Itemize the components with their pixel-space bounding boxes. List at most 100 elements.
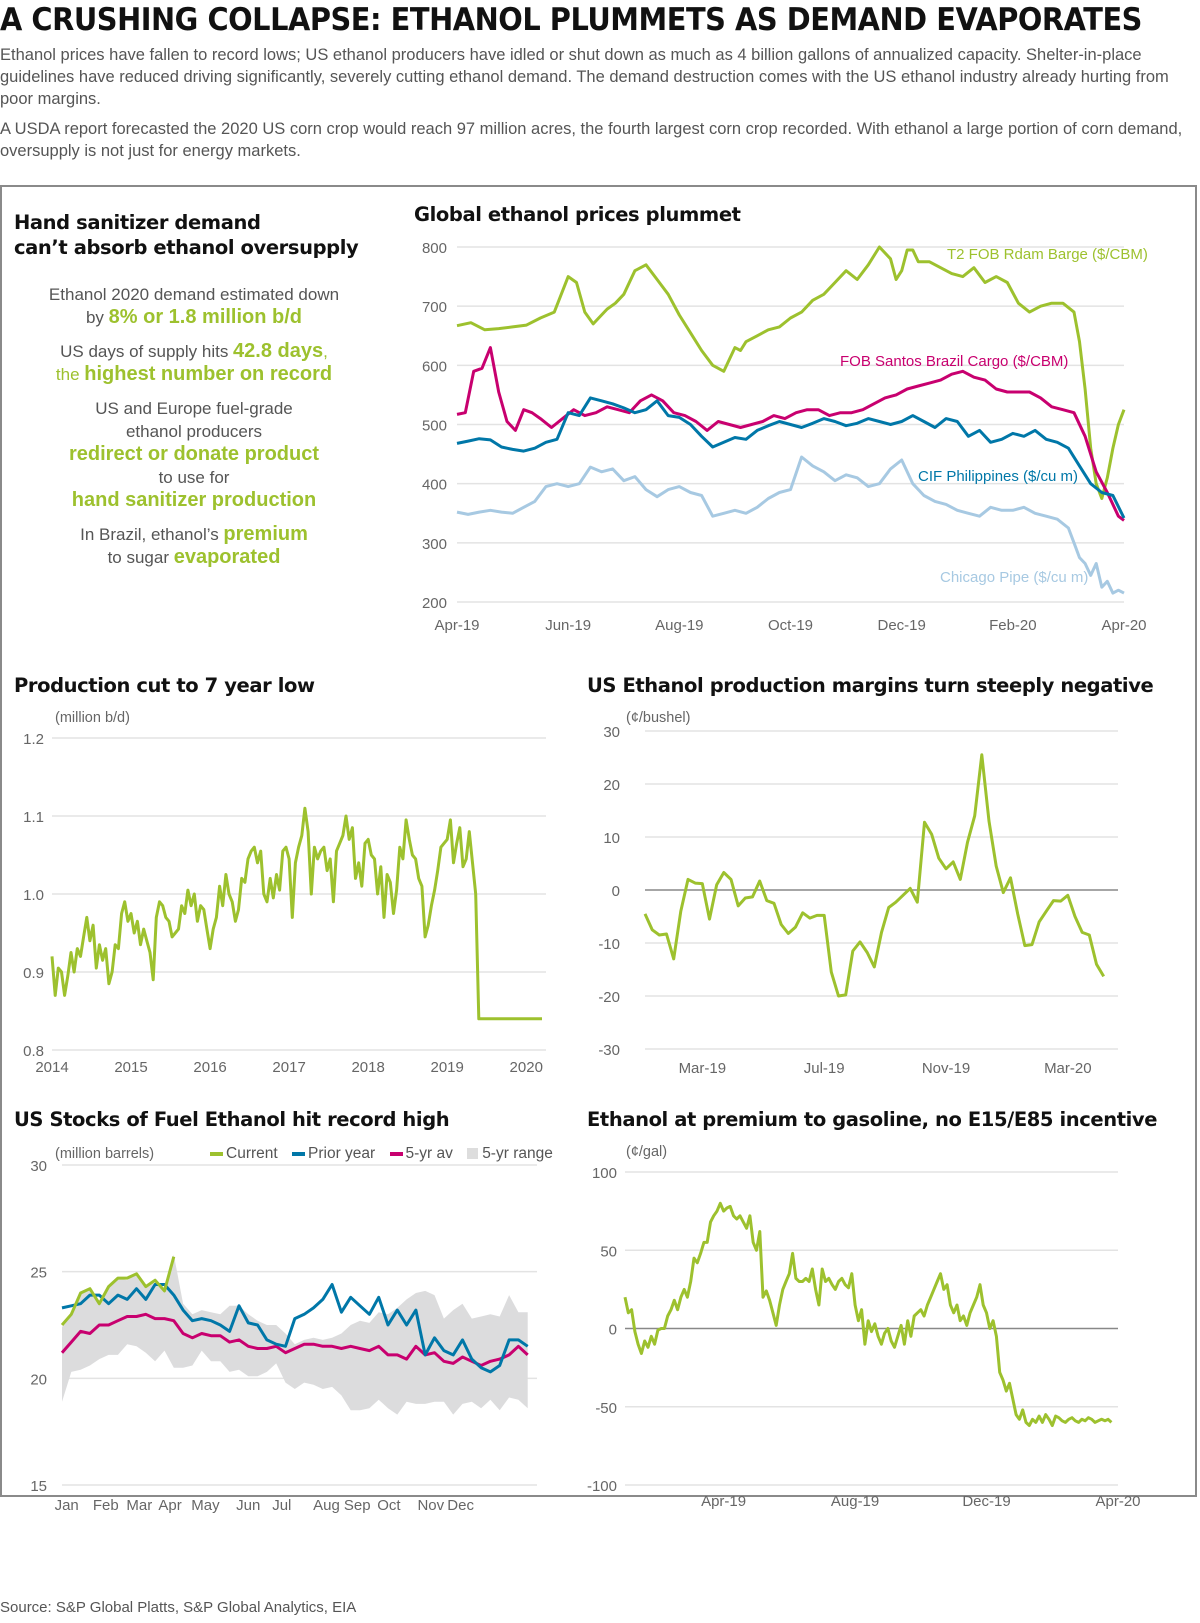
production-xtick-label: 2016 bbox=[193, 1059, 226, 1076]
premium-xtick-label: Aug-19 bbox=[831, 1493, 879, 1510]
stocks-xtick-label: Aug bbox=[313, 1497, 340, 1514]
prices-xtick-label: Aug-19 bbox=[655, 617, 703, 634]
premium-series-premium bbox=[623, 1201, 1113, 1427]
legend-item-prior-year: Prior year bbox=[292, 1145, 375, 1162]
prices-series-label: FOB Santos Brazil Cargo ($/CBM) bbox=[840, 353, 1068, 370]
margins-ytick-label: 10 bbox=[603, 830, 620, 847]
stocks-xtick-label: Jul bbox=[272, 1497, 291, 1514]
fact-demand-highlight: 8% or 1.8 million b/d bbox=[108, 306, 303, 328]
prices-series-chicago-pipe-cu-m bbox=[456, 455, 1125, 595]
fact-days-pre: US days of supply hits bbox=[60, 342, 234, 361]
infographic-panel bbox=[0, 185, 1197, 1497]
left-panel-title-line2: can’t absorb ethanol oversupply bbox=[14, 236, 359, 259]
margins-ytick-label: -30 bbox=[598, 1042, 620, 1059]
premium-ytick-label: -50 bbox=[595, 1400, 617, 1417]
stocks-xtick-label: Oct bbox=[377, 1497, 401, 1514]
fact-days-record-highlight: highest number on record bbox=[84, 363, 333, 385]
chart-title-stocks: US Stocks of Fuel Ethanol hit record hig… bbox=[14, 1108, 450, 1131]
stocks-series-current bbox=[60, 1256, 176, 1326]
chart-title-margins: US Ethanol production margins turn steep… bbox=[587, 674, 1154, 697]
margins-ytick-label: -20 bbox=[598, 989, 620, 1006]
legend-label-5yr-range: 5-yr range bbox=[482, 1145, 553, 1162]
prices-xtick-label: Oct-19 bbox=[768, 617, 813, 634]
intro-paragraph-2: A USDA report forecasted the 2020 US cor… bbox=[0, 120, 1183, 160]
stocks-ytick-label: 15 bbox=[30, 1478, 47, 1495]
stocks-xtick-label: Feb bbox=[93, 1497, 119, 1514]
fact-brazil-highlight2: evaporated bbox=[173, 546, 281, 568]
left-panel-title-line1: Hand sanitizer demand bbox=[14, 211, 261, 234]
prices-ytick-label: 800 bbox=[422, 240, 447, 257]
margins-ytick-label: 0 bbox=[612, 883, 620, 900]
stocks-5yr-range-area bbox=[62, 1254, 528, 1415]
premium-ytick-label: 100 bbox=[592, 1165, 617, 1182]
stocks-series-prior-year bbox=[61, 1283, 529, 1374]
fact-days-comma: , bbox=[323, 342, 328, 361]
legend-item-5yr-avg: 5-yr av bbox=[389, 1145, 453, 1162]
stocks-xtick-label: Jun bbox=[236, 1497, 260, 1514]
stocks-xtick-label: Dec bbox=[447, 1497, 474, 1514]
production-xtick-label: 2014 bbox=[35, 1059, 68, 1076]
margins-ytick-label: -10 bbox=[598, 936, 620, 953]
fact-producers: US and Europe fuel-grade ethanol produce… bbox=[14, 397, 374, 512]
production-series-us-ethanol-production bbox=[50, 806, 542, 1021]
prices-ytick-label: 300 bbox=[422, 536, 447, 553]
margins-xtick-label: Mar-19 bbox=[679, 1060, 727, 1077]
production-ytick-label: 1.0 bbox=[23, 887, 44, 904]
stocks-ytick-label: 30 bbox=[30, 1158, 47, 1175]
page-title: A CRUSHING COLLAPSE: ETHANOL PLUMMETS AS… bbox=[0, 2, 1142, 38]
chart-title-prices: Global ethanol prices plummet bbox=[414, 203, 741, 226]
premium-xtick-label: Apr-20 bbox=[1095, 1493, 1140, 1510]
fact-producers-line1: US and Europe fuel-grade bbox=[95, 399, 293, 418]
legend-label-prior-year: Prior year bbox=[308, 1145, 376, 1162]
prices-ytick-label: 200 bbox=[422, 595, 447, 612]
margins-series-margin bbox=[643, 753, 1105, 998]
production-xtick-label: 2019 bbox=[431, 1059, 464, 1076]
production-xtick-label: 2018 bbox=[351, 1059, 384, 1076]
fact-days-the: the bbox=[55, 365, 85, 384]
prices-ytick-label: 400 bbox=[422, 477, 447, 494]
legend-swatch-current bbox=[210, 1151, 223, 1156]
production-xtick-label: 2020 bbox=[510, 1059, 543, 1076]
production-ytick-label: 1.1 bbox=[23, 809, 44, 826]
prices-ytick-label: 600 bbox=[422, 358, 447, 375]
stocks-ytick-label: 20 bbox=[30, 1371, 47, 1388]
fact-producers-line3: to use for bbox=[158, 468, 230, 487]
production-ytick-label: 0.8 bbox=[23, 1043, 44, 1060]
prices-ytick-label: 700 bbox=[422, 299, 447, 316]
legend-swatch-5yr-range bbox=[467, 1148, 479, 1160]
premium-xtick-label: Dec-19 bbox=[962, 1493, 1010, 1510]
prices-series-t2-fob-rdam-barge-cbm bbox=[456, 245, 1126, 500]
prices-series-fob-santos-brazil-cargo-cbm bbox=[456, 346, 1125, 522]
legend-swatch-5yr-avg bbox=[389, 1151, 403, 1156]
fact-demand: Ethanol 2020 demand estimated down by 8%… bbox=[14, 283, 374, 329]
stocks-xtick-label: Apr bbox=[158, 1497, 181, 1514]
production-ytick-label: 1.2 bbox=[23, 731, 44, 748]
prices-series-label: CIF Philippines ($/cu m) bbox=[918, 468, 1078, 485]
legend-item-5yr-range: 5-yr range bbox=[467, 1145, 553, 1162]
stocks-xtick-label: May bbox=[191, 1497, 220, 1514]
intro-paragraph-1: Ethanol prices have fallen to record low… bbox=[0, 46, 1169, 108]
margins-ytick-label: 20 bbox=[603, 777, 620, 794]
fact-days-supply: US days of supply hits 42.8 days, the hi… bbox=[14, 340, 374, 386]
stocks-xtick-label: Mar bbox=[126, 1497, 152, 1514]
premium-ytick-label: 50 bbox=[600, 1243, 617, 1260]
prices-series-label: T2 FOB Rdam Barge ($/CBM) bbox=[947, 246, 1148, 263]
chart-title-production: Production cut to 7 year low bbox=[14, 674, 315, 697]
stocks-series-5-yr-av bbox=[60, 1312, 529, 1367]
source-note: Source: S&P Global Platts, S&P Global An… bbox=[0, 1599, 357, 1616]
prices-series-label: Chicago Pipe ($/cu m) bbox=[940, 569, 1088, 586]
premium-xtick-label: Apr-19 bbox=[701, 1493, 746, 1510]
legend-swatch-prior-year bbox=[292, 1151, 305, 1156]
left-panel-title: Hand sanitizer demand can’t absorb ethan… bbox=[14, 210, 359, 260]
margins-xtick-label: Nov-19 bbox=[922, 1060, 970, 1077]
prices-series-cif-philippines-cu-m bbox=[456, 396, 1126, 519]
production-ytick-label: 0.9 bbox=[23, 965, 44, 982]
stocks-ytick-label: 25 bbox=[30, 1265, 47, 1282]
production-xtick-label: 2017 bbox=[272, 1059, 305, 1076]
legend-label-5yr-avg: 5-yr av bbox=[405, 1145, 453, 1162]
stocks-unit-label: (million barrels) bbox=[55, 1146, 154, 1162]
fact-brazil: In Brazil, ethanol’s premium to sugar ev… bbox=[14, 523, 374, 569]
prices-xtick-label: Feb-20 bbox=[989, 617, 1037, 634]
prices-ytick-label: 500 bbox=[422, 418, 447, 435]
